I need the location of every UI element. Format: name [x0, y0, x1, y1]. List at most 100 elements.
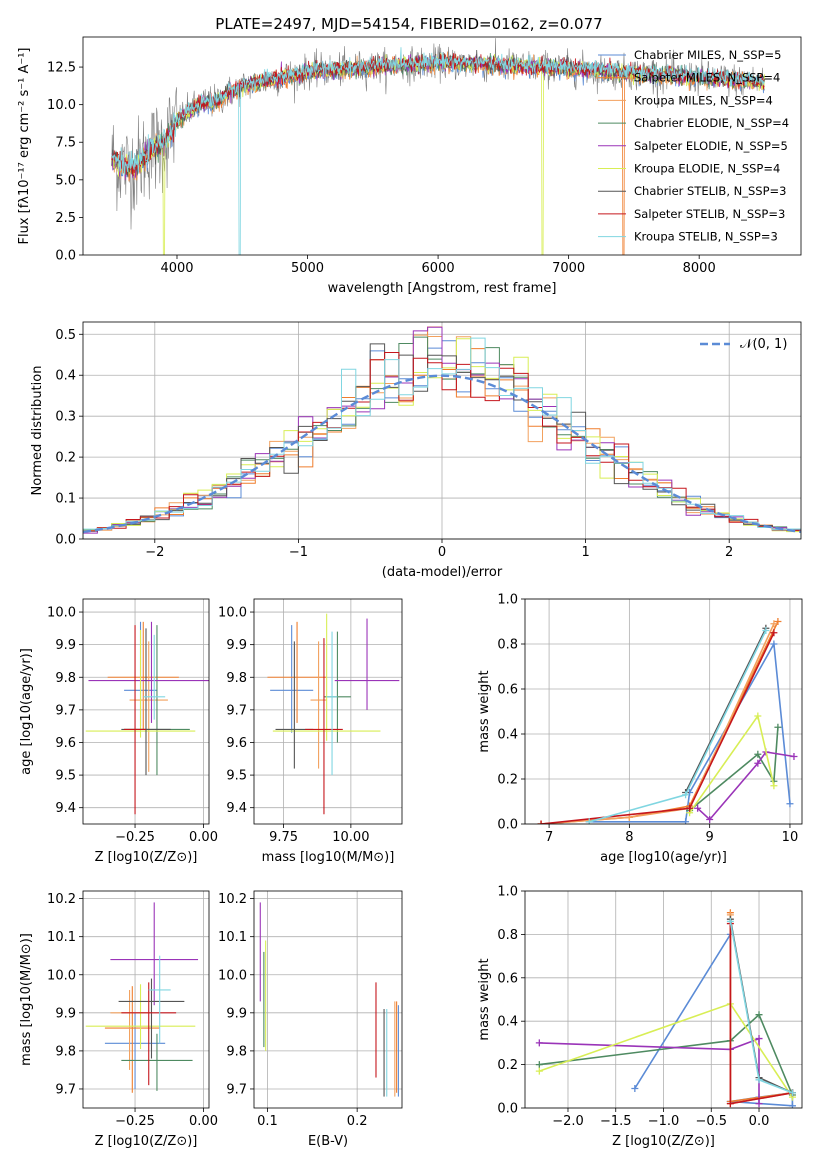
legend-entry: Salpeter ELODIE, N_SSP=5 [634, 139, 788, 153]
x-tick-label: 9 [706, 830, 714, 845]
errorbar-chabrier-miles [104, 1012, 166, 1089]
y-axis-label: age [log10(age/yr)] [19, 648, 34, 775]
series-line [729, 919, 793, 1094]
y-tick-label: 9.8 [55, 1044, 76, 1059]
errorbar-chabrier-stelib [121, 628, 171, 776]
series-marker [585, 818, 593, 824]
series-marker [754, 712, 762, 720]
legend-entry: Salpeter STELIB, N_SSP=3 [634, 207, 785, 221]
plot-area [259, 902, 399, 1097]
plot-age-vs-mass: 9.75 10.00 9.4 9.5 9.6 9.7 9.8 9.9 10.0 mass [log… [218, 598, 403, 865]
x-tick-label: 2 [725, 545, 733, 560]
legend-entry: Chabrier MILES, N_SSP=5 [634, 48, 781, 62]
plot-mass-weight-vs-Z: −2.0 −1.5 −1.0 −0.5 0.0 0.0 0.2 0.4 0.6 0.8 1.0 Z [… [477, 885, 803, 1149]
legend-entry: 𝒩(0, 1) [740, 337, 787, 352]
chart-title: PLATE=2497, MJD=54154, FIBERID=0162, z=0… [215, 15, 602, 33]
y-tick-label: 10.2 [218, 892, 247, 907]
y-tick-label: 0.0 [55, 249, 76, 264]
x-tick-label: 10 [782, 830, 799, 845]
series-marker [770, 620, 778, 628]
errorbar-chabrier-elodie [323, 631, 351, 743]
series-marker [762, 627, 770, 634]
series-marker [726, 1100, 734, 1108]
series-line [541, 621, 779, 824]
errorbar-salpeter-miles [107, 621, 179, 730]
series-marker [790, 753, 798, 760]
x-axis-label: Z [log10(Z/Z⊙)] [612, 1134, 715, 1149]
series-marker [770, 629, 778, 637]
series-kroupa-elodie [686, 712, 778, 817]
y-tick-label: 9.5 [226, 769, 247, 784]
series-chabrier-stelib [726, 915, 796, 1097]
series-marker [788, 1089, 796, 1097]
plot-area [85, 902, 199, 1093]
y-tick-label: 2.5 [55, 211, 76, 226]
plot-area [267, 613, 400, 815]
x-tick-label: −0.25 [115, 1114, 155, 1129]
y-tick-label: 10.1 [47, 930, 76, 945]
y-tick-label: 9.9 [55, 1006, 76, 1021]
series-line [539, 1013, 794, 1096]
series-line [688, 714, 775, 814]
y-tick-label: 9.7 [55, 1082, 76, 1097]
series-marker [535, 1039, 543, 1047]
y-tick-label: 9.8 [226, 671, 247, 686]
plot-mass-vs-Z: −0.25 0.00 9.7 9.8 9.9 10.0 10.1 10.2 Z [log10(Z… [19, 890, 218, 1149]
x-axis-label: age [log10(age/yr)] [600, 850, 727, 865]
errorbar-salpeter-stelib [305, 638, 343, 815]
y-tick-label: 7.5 [55, 136, 76, 151]
x-tick-label: 4000 [160, 261, 193, 276]
x-axis-label: (data-model)/error [382, 565, 503, 580]
y-tick-label: 0.4 [497, 728, 518, 743]
series-marker [686, 804, 694, 812]
errorbar-chabrier-elodie [121, 1033, 193, 1091]
y-tick-label: 0.2 [55, 451, 76, 466]
y-axis-label: Normed distribution [30, 366, 45, 496]
plot-area [535, 909, 796, 1108]
series-line [588, 630, 767, 823]
series-line [634, 931, 794, 1107]
y-tick-label: 0.8 [497, 928, 518, 943]
x-tick-label: 8000 [683, 261, 716, 276]
series-line [684, 627, 767, 793]
y-axis-label: mass [log10(M/M⊙)] [19, 933, 34, 1066]
errorbar-kroupa-miles [129, 641, 168, 772]
errorbar-kroupa-stelib [326, 631, 338, 776]
y-axis-label: mass weight [477, 958, 492, 1040]
legend-entry: Chabrier STELIB, N_SSP=3 [634, 184, 786, 198]
y-tick-label: 9.9 [226, 638, 247, 653]
y-tick-label: 9.7 [226, 703, 247, 718]
x-tick-label: −2.0 [552, 1114, 584, 1129]
plot-residuals: −2 −1 0 1 2 0.0 0.1 0.2 0.3 0.4 0.5 (data-model)/er… [30, 321, 802, 580]
plot-area [537, 618, 798, 824]
y-tick-label: 0.4 [55, 369, 76, 384]
y-tick-label: 0.0 [497, 818, 518, 833]
series-salpeter-stelib [537, 629, 778, 824]
series-kroupa-stelib [726, 917, 796, 1097]
axes-frame [82, 890, 210, 1109]
series-marker [754, 750, 762, 758]
x-tick-label: 0.00 [189, 1114, 218, 1129]
series-salpeter-miles [726, 909, 796, 1105]
y-tick-label: 0.0 [497, 1102, 518, 1117]
plot-age-vs-Z: −0.25 0.00 9.4 9.5 9.6 9.7 9.8 9.9 10.0 Z [log10(… [19, 598, 218, 865]
y-tick-label: 0.5 [55, 328, 76, 343]
x-axis-label: wavelength [Angstrom, rest frame] [328, 281, 557, 296]
errorbar-kroupa-elodie [272, 613, 381, 741]
y-tick-label: 12.5 [47, 61, 76, 76]
errorbar-salpeter-miles [104, 986, 160, 1093]
y-tick-label: 9.6 [55, 736, 76, 751]
series-chabrier-elodie [535, 1011, 796, 1099]
y-tick-label: 0.6 [497, 971, 518, 986]
x-tick-label: 0.1 [257, 1114, 278, 1129]
axes-frame [253, 890, 403, 1109]
y-tick-label: 9.8 [55, 671, 76, 686]
series-marker [726, 917, 734, 925]
legend-entry: Kroupa MILES, N_SSP=4 [634, 93, 773, 107]
series-salpeter-miles [537, 618, 782, 824]
axes-frame [524, 598, 803, 825]
x-tick-label: 0.0 [749, 1114, 770, 1129]
series-marker [537, 820, 545, 824]
series-marker [535, 1067, 543, 1075]
